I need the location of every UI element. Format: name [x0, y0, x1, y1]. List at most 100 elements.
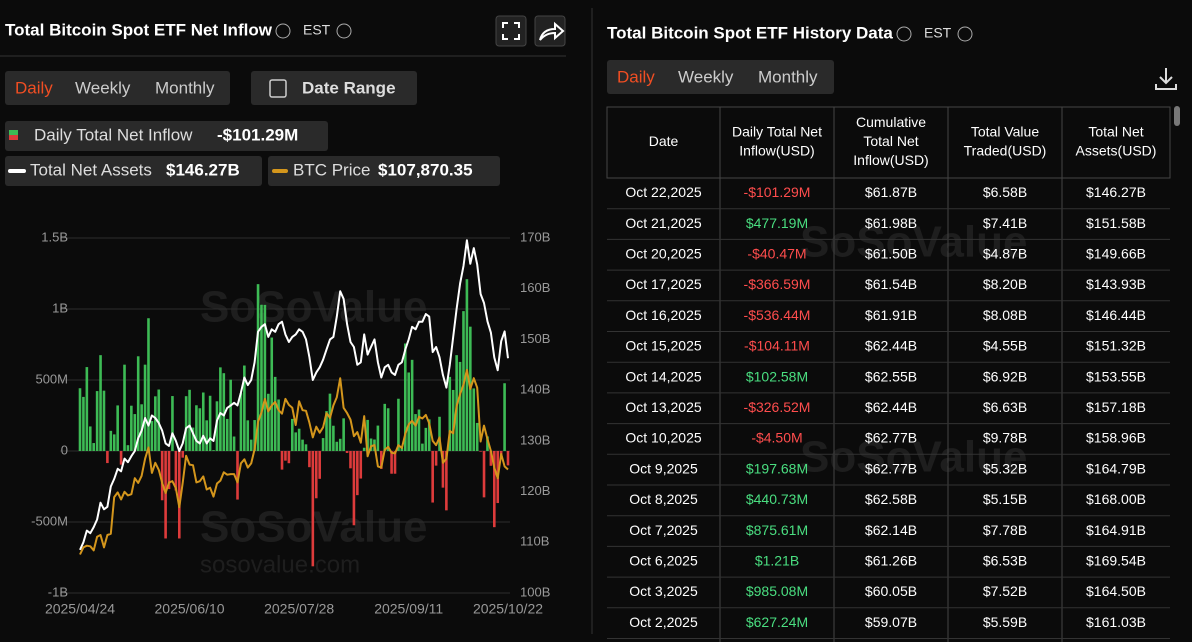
table-cell: $102.58M: [746, 368, 808, 384]
legend-pill[interactable]: [5, 121, 328, 151]
bar: [297, 428, 301, 451]
table-cell: $875.61M: [746, 522, 808, 538]
legend-label: Daily Total Net Inflow: [34, 125, 193, 144]
y-tick-label: 1.5B: [41, 229, 68, 244]
y2-tick-label: 170B: [520, 229, 550, 244]
table-cell: $157.18B: [1086, 399, 1146, 415]
bar: [414, 414, 417, 451]
tab[interactable]: Weekly: [75, 78, 131, 97]
bar: [475, 422, 479, 451]
bar: [229, 379, 232, 451]
info-icon[interactable]: [275, 23, 291, 39]
y2-tick-label: 150B: [520, 331, 550, 346]
bar: [136, 356, 140, 451]
bar: [102, 390, 106, 451]
bar: [386, 408, 390, 451]
y2-tick-label: 110B: [520, 534, 549, 549]
bar: [263, 304, 267, 451]
table-cell: $61.54B: [865, 276, 917, 292]
table-cell: $61.26B: [865, 552, 917, 568]
table-cell: $62.77B: [865, 460, 917, 476]
x-tick-label: 2025/09/11: [374, 601, 443, 617]
bar: [219, 367, 222, 451]
download-icon[interactable]: [1155, 68, 1177, 90]
watermark: SoSoValue: [800, 218, 1027, 267]
bar: [397, 398, 400, 451]
line: [79, 368, 509, 555]
date-range-button[interactable]: [251, 71, 417, 105]
share-button[interactable]: [534, 15, 566, 47]
table-cell: $146.44B: [1086, 307, 1146, 323]
table-cell: $7.41B: [983, 215, 1027, 231]
table-cell: -$536.44M: [744, 307, 811, 323]
table-cell: $61.50B: [865, 245, 917, 261]
bar: [116, 405, 119, 451]
bar: [287, 451, 291, 464]
table-header: [606, 106, 1171, 179]
scrollbar[interactable]: [1174, 106, 1180, 126]
legend-value: $146.27B: [166, 160, 240, 179]
bar: [506, 451, 510, 466]
fullscreen-button[interactable]: [495, 15, 527, 47]
line: [79, 239, 509, 551]
bar: [225, 418, 229, 451]
table-cell: $151.32B: [1086, 338, 1146, 354]
calendar-icon: [269, 79, 287, 98]
bar: [338, 438, 342, 451]
bar: [393, 451, 397, 474]
bar: [472, 388, 476, 451]
bar: [243, 365, 246, 451]
y-tick-label: -500M: [31, 513, 68, 528]
tab[interactable]: Daily: [15, 78, 53, 97]
tab[interactable]: Weekly: [678, 67, 734, 86]
date-range-label: Date Range: [302, 78, 396, 97]
bar: [95, 391, 99, 451]
bar: [277, 399, 280, 451]
legend-label: BTC Price: [293, 160, 370, 179]
bar: [362, 447, 366, 451]
column-header: Traded(USD): [964, 143, 1047, 159]
bar: [311, 451, 315, 567]
tab[interactable]: Monthly: [155, 78, 215, 97]
tab[interactable]: Daily: [617, 67, 655, 86]
table-cell: Oct 9,2025: [629, 460, 698, 476]
bar: [380, 451, 383, 469]
legend-pill[interactable]: [5, 156, 262, 186]
x-tick-label: 2025/04/24: [45, 601, 115, 617]
bar: [123, 364, 126, 451]
bar: [260, 304, 263, 451]
bar: [280, 451, 284, 470]
bar: [294, 432, 298, 451]
bar: [335, 441, 339, 451]
tab[interactable]: Monthly: [758, 67, 818, 86]
bar: [448, 376, 452, 451]
bar: [106, 451, 109, 464]
info-icon[interactable]: [896, 26, 912, 42]
bar: [284, 451, 287, 461]
bar: [479, 451, 482, 452]
tab-group: [607, 60, 834, 94]
bar: [390, 451, 393, 474]
info-icon[interactable]: [336, 23, 352, 39]
info-icon[interactable]: [957, 26, 973, 42]
bar: [438, 416, 441, 451]
bar: [383, 403, 387, 451]
table-cell: -$326.52M: [744, 399, 811, 415]
table-cell: $4.87B: [983, 245, 1027, 261]
bar: [493, 451, 496, 528]
bar: [112, 434, 116, 451]
table-cell: -$104.11M: [744, 338, 810, 354]
bar: [441, 451, 445, 488]
bar: [451, 389, 455, 451]
x-tick-label: 2025/10/22: [473, 601, 543, 617]
bar: [318, 451, 321, 479]
bar: [150, 421, 154, 451]
table-cell: Oct 10,2025: [625, 430, 701, 446]
bar: [246, 420, 250, 451]
legend-pill[interactable]: [268, 156, 500, 186]
bar: [154, 396, 157, 451]
table-cell: $62.44B: [865, 399, 917, 415]
y-tick-label: 1B: [52, 300, 68, 315]
